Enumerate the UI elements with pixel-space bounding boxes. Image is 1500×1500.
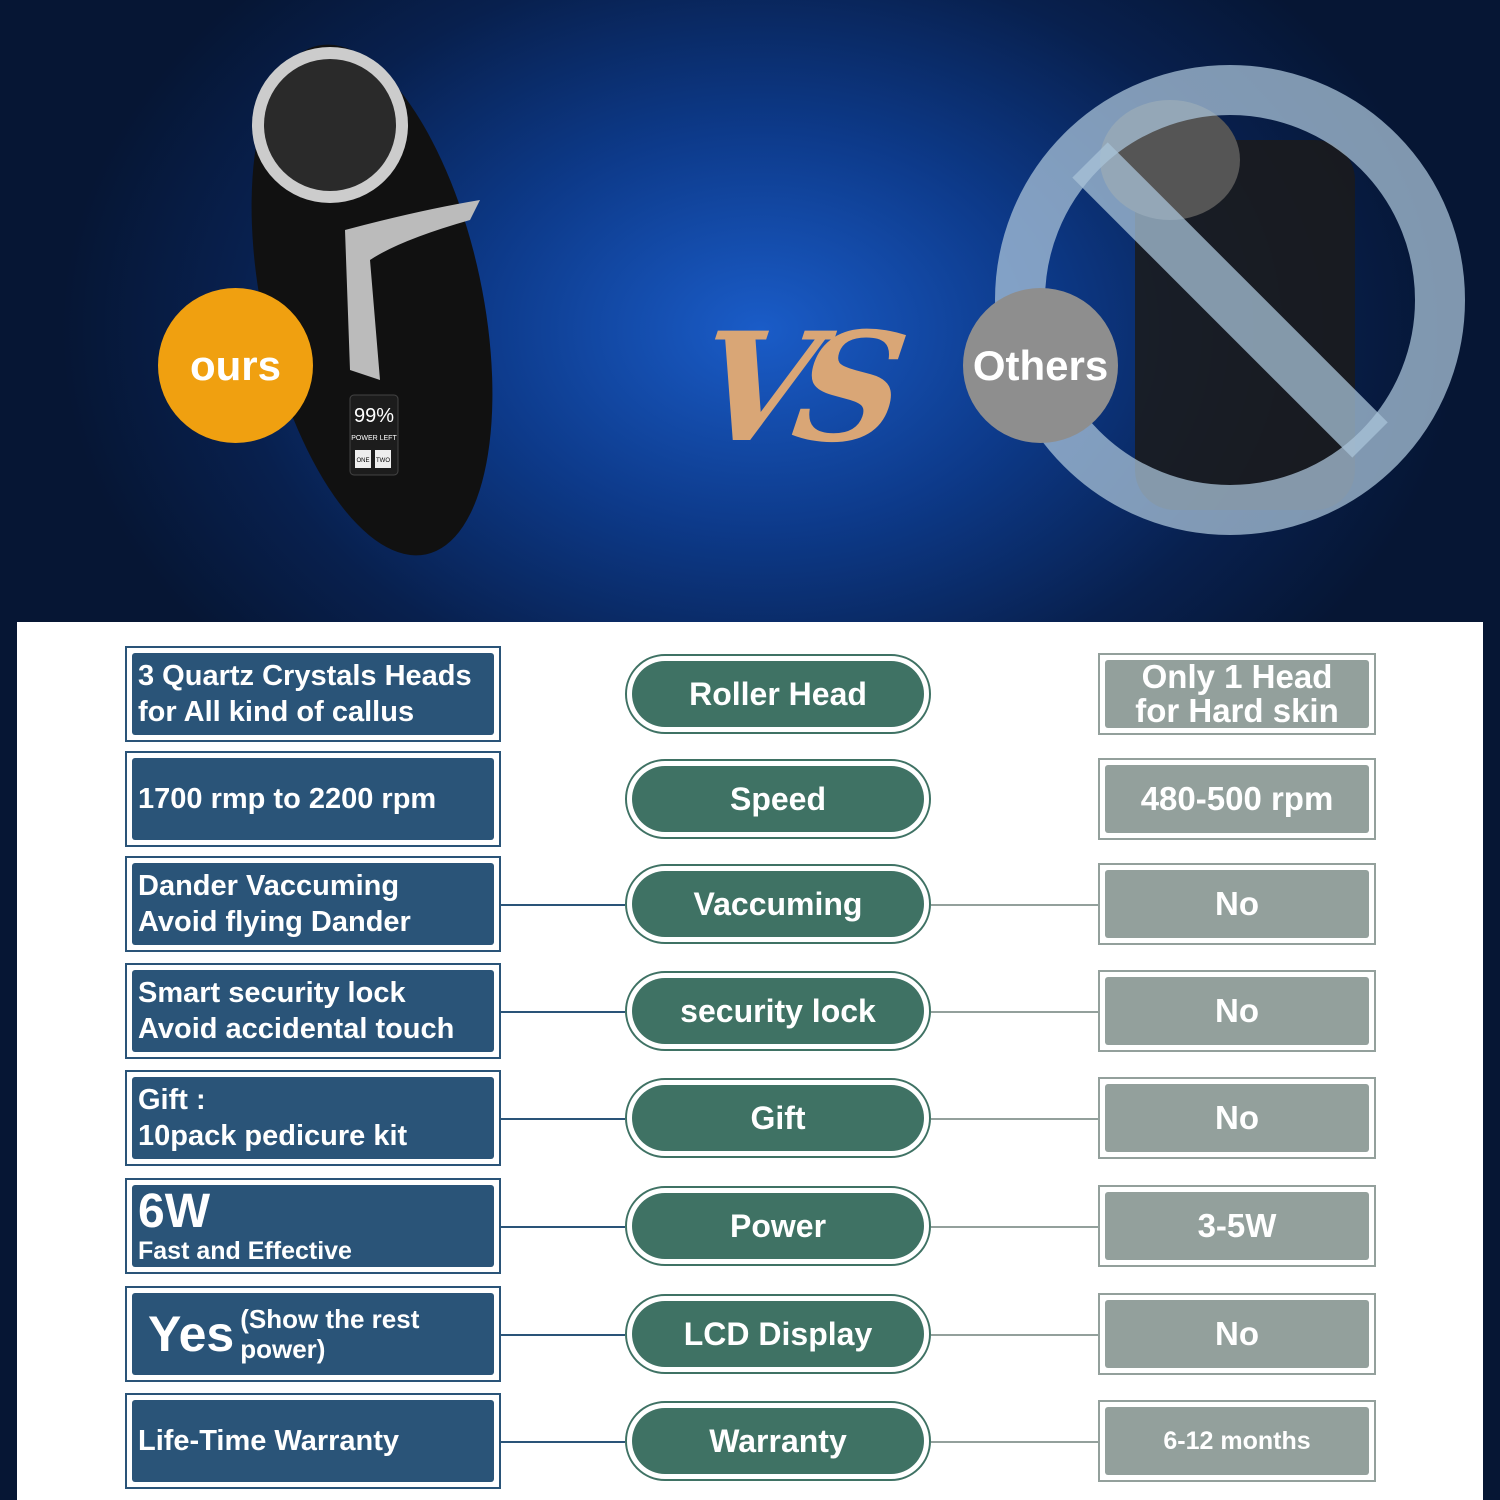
feature-label: Roller Head (689, 675, 867, 712)
ours-cell: 6W Fast and Effective (125, 1178, 501, 1274)
feature-cell: Warranty (625, 1401, 931, 1481)
connector-line (931, 1441, 1098, 1443)
ours-cell: Dander Vaccuming Avoid flying Dander (125, 856, 501, 952)
ours-badge: ours (158, 288, 313, 443)
feature-label: LCD Display (683, 1315, 873, 1352)
others-cell: 3-5W (1098, 1185, 1376, 1267)
ours-value: for All kind of callus (138, 696, 415, 728)
feature-label: Vaccuming (693, 885, 863, 922)
feature-cell: security lock (625, 971, 931, 1051)
lcd-caption: POWER LEFT (351, 435, 397, 442)
others-product-image (995, 65, 1465, 535)
vs-label: VS (687, 300, 898, 476)
feature-label: Warranty (709, 1422, 847, 1459)
ours-value: Smart security lock (138, 977, 406, 1009)
comparison-row: Gift : 10pack pedicure kit Gift No (17, 1068, 1483, 1168)
ours-value: Avoid accidental touch (138, 1013, 455, 1045)
ours-value: Gift : (138, 1084, 206, 1116)
ours-value: 6W (138, 1185, 210, 1238)
feature-label: Speed (729, 780, 827, 817)
others-cell: 6-12 months (1098, 1400, 1376, 1482)
others-value: No (1215, 1315, 1259, 1352)
others-value: 6-12 months (1163, 1427, 1311, 1455)
ours-value: Avoid flying Dander (138, 906, 411, 938)
connector-line (931, 904, 1098, 906)
others-cell: No (1098, 863, 1376, 945)
ours-cell: 3 Quartz Crystals Heads for All kind of c… (125, 646, 501, 742)
comparison-row: Smart security lock Avoid accidental touc… (17, 961, 1483, 1061)
feature-label: security lock (680, 992, 876, 1029)
others-value: No (1215, 885, 1259, 922)
others-cell: No (1098, 1293, 1376, 1375)
lcd-button-two: TWO (376, 458, 390, 464)
connector-line (931, 1226, 1098, 1228)
ours-value-sub: Fast and Effective (138, 1237, 352, 1265)
comparison-row: Life-Time Warranty Warranty 6-12 months (17, 1391, 1483, 1491)
others-cell: 480-500 rpm (1098, 758, 1376, 840)
lcd-percent: 99% (354, 405, 394, 427)
ours-cell: Gift : 10pack pedicure kit (125, 1070, 501, 1166)
others-value: Only 1 Head (1141, 658, 1333, 695)
ours-value: 10pack pedicure kit (138, 1120, 408, 1152)
ours-cell: Life-Time Warranty (125, 1393, 501, 1489)
connector-line (501, 1011, 625, 1013)
others-value: 480-500 rpm (1140, 780, 1334, 817)
feature-cell: Roller Head (625, 654, 931, 734)
connector-line (501, 904, 625, 906)
comparison-row: Dander Vaccuming Avoid flying Dander Vacc… (17, 854, 1483, 954)
hero-banner: 99% POWER LEFT ONE TWO ours VS Others (0, 0, 1500, 622)
feature-cell: Speed (625, 759, 931, 839)
feature-cell: Gift (625, 1078, 931, 1158)
ours-cell: Yes (Show the rest power) (125, 1286, 501, 1382)
others-cell: No (1098, 1077, 1376, 1159)
ours-value-sub: (Show the rest power) (240, 1304, 420, 1364)
comparison-table: 3 Quartz Crystals Heads for All kind of c… (17, 622, 1483, 1500)
ours-value: 3 Quartz Crystals Heads (138, 660, 472, 692)
connector-line (501, 1441, 625, 1443)
connector-line (501, 1334, 625, 1336)
ours-cell: 1700 rmp to 2200 rpm (125, 751, 501, 847)
comparison-row: 1700 rmp to 2200 rpm Speed 480-500 rpm (17, 749, 1483, 849)
others-cell: No (1098, 970, 1376, 1052)
feature-cell: Power (625, 1186, 931, 1266)
ours-value: Yes (148, 1306, 235, 1362)
others-cell: Only 1 Head for Hard skin (1098, 653, 1376, 735)
connector-line (931, 1334, 1098, 1336)
ours-value: Dander Vaccuming (138, 870, 400, 902)
connector-line (501, 1226, 625, 1228)
connector-line (931, 1118, 1098, 1120)
ours-value: Life-Time Warranty (138, 1425, 400, 1457)
others-badge: Others (963, 288, 1118, 443)
others-value: 3-5W (1197, 1207, 1277, 1244)
feature-cell: LCD Display (625, 1294, 931, 1374)
feature-cell: Vaccuming (625, 864, 931, 944)
lcd-button-one: ONE (356, 458, 369, 464)
connector-line (931, 1011, 1098, 1013)
connector-line (501, 1118, 625, 1120)
comparison-row: Yes (Show the rest power) LCD Display No (17, 1284, 1483, 1384)
ours-cell: Smart security lock Avoid accidental touc… (125, 963, 501, 1059)
comparison-row: 6W Fast and Effective Power 3-5W (17, 1176, 1483, 1276)
feature-label: Gift (750, 1099, 806, 1136)
feature-label: Power (729, 1207, 827, 1244)
ours-value: 1700 rmp to 2200 rpm (138, 783, 437, 815)
others-value: No (1215, 1099, 1259, 1136)
others-value: for Hard skin (1135, 692, 1339, 729)
ours-product-image: 99% POWER LEFT ONE TWO (251, 44, 1465, 556)
others-value: No (1215, 992, 1259, 1029)
comparison-row: 3 Quartz Crystals Heads for All kind of c… (17, 644, 1483, 744)
